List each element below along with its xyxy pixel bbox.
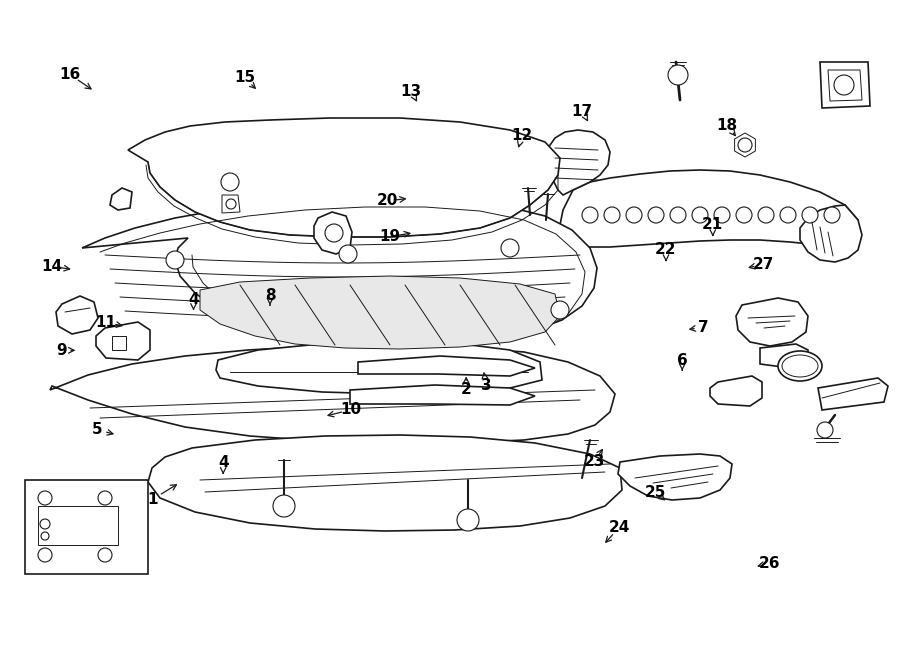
Polygon shape (56, 296, 98, 334)
Text: 19: 19 (379, 229, 400, 244)
Polygon shape (96, 322, 150, 360)
Circle shape (604, 207, 620, 223)
Text: 18: 18 (716, 118, 738, 133)
Text: 25: 25 (644, 485, 666, 500)
Circle shape (551, 301, 569, 319)
Circle shape (38, 548, 52, 562)
Circle shape (166, 251, 184, 269)
Polygon shape (710, 376, 762, 406)
Circle shape (501, 239, 519, 257)
Circle shape (457, 509, 479, 531)
Polygon shape (112, 336, 126, 350)
Circle shape (626, 207, 642, 223)
Circle shape (668, 65, 688, 85)
Polygon shape (828, 70, 862, 101)
Polygon shape (760, 344, 808, 368)
Polygon shape (38, 506, 118, 545)
Circle shape (339, 245, 357, 263)
Text: 10: 10 (340, 403, 362, 417)
Polygon shape (25, 480, 148, 574)
Text: 2: 2 (461, 383, 472, 397)
Text: 9: 9 (56, 343, 67, 358)
Circle shape (273, 495, 295, 517)
Text: 14: 14 (41, 259, 63, 274)
Polygon shape (618, 454, 732, 500)
Ellipse shape (778, 351, 822, 381)
Polygon shape (350, 385, 535, 405)
Text: 20: 20 (376, 194, 398, 208)
Text: 6: 6 (677, 353, 688, 368)
Polygon shape (736, 298, 808, 346)
Text: 4: 4 (218, 455, 229, 470)
Text: 7: 7 (698, 320, 709, 334)
Circle shape (648, 207, 664, 223)
Text: 27: 27 (752, 257, 774, 272)
Polygon shape (216, 341, 542, 394)
Text: 16: 16 (59, 67, 81, 82)
Polygon shape (800, 205, 862, 262)
Circle shape (38, 491, 52, 505)
Circle shape (817, 422, 833, 438)
Circle shape (582, 207, 598, 223)
Text: 22: 22 (655, 243, 677, 257)
Circle shape (802, 207, 818, 223)
Text: 5: 5 (92, 422, 103, 437)
Polygon shape (560, 170, 858, 247)
Circle shape (670, 207, 686, 223)
Text: 24: 24 (608, 520, 630, 535)
Polygon shape (200, 276, 560, 349)
Text: 15: 15 (234, 71, 256, 85)
Circle shape (780, 207, 796, 223)
Circle shape (714, 207, 730, 223)
Text: 17: 17 (572, 104, 593, 118)
Circle shape (221, 173, 239, 191)
Polygon shape (818, 378, 888, 410)
Text: 13: 13 (400, 84, 422, 98)
Text: 26: 26 (759, 556, 780, 570)
Text: 12: 12 (511, 128, 533, 143)
Polygon shape (82, 198, 597, 340)
Polygon shape (820, 62, 870, 108)
Polygon shape (548, 130, 610, 195)
Polygon shape (148, 435, 622, 531)
Text: 8: 8 (265, 288, 275, 303)
Polygon shape (128, 118, 560, 237)
Polygon shape (110, 188, 132, 210)
Text: 3: 3 (481, 378, 491, 393)
Text: 4: 4 (188, 292, 199, 307)
Text: 23: 23 (583, 454, 605, 469)
Circle shape (738, 138, 752, 152)
Circle shape (758, 207, 774, 223)
Circle shape (736, 207, 752, 223)
Text: 21: 21 (702, 217, 724, 232)
Circle shape (325, 224, 343, 242)
Polygon shape (358, 356, 535, 376)
Circle shape (41, 532, 49, 540)
Polygon shape (314, 212, 352, 254)
Polygon shape (734, 133, 755, 157)
Circle shape (824, 207, 840, 223)
Circle shape (834, 75, 854, 95)
Polygon shape (222, 195, 240, 213)
Circle shape (98, 548, 112, 562)
Polygon shape (50, 345, 615, 443)
Text: 1: 1 (148, 492, 158, 506)
Circle shape (40, 519, 50, 529)
Circle shape (98, 491, 112, 505)
Circle shape (226, 199, 236, 209)
Text: 11: 11 (95, 315, 117, 330)
Ellipse shape (782, 355, 818, 377)
Circle shape (692, 207, 708, 223)
